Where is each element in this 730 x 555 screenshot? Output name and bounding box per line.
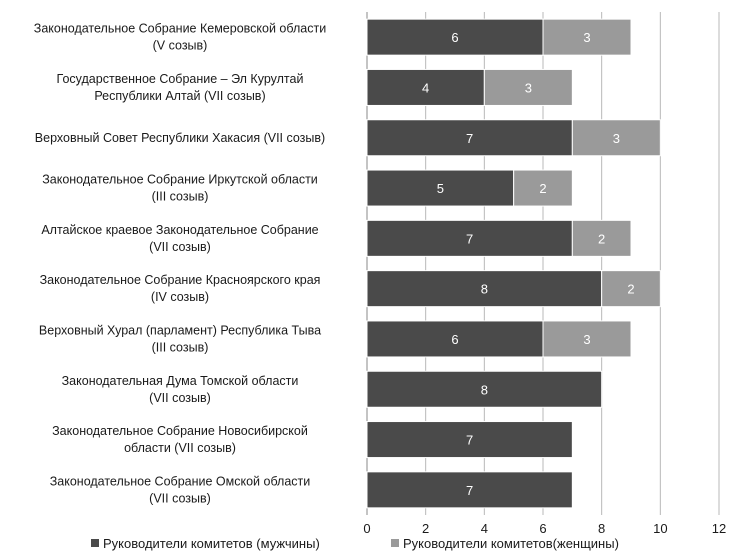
bar-segment-men: [366, 219, 573, 257]
data-label: 6: [451, 332, 458, 347]
bar-segment-men: [366, 421, 573, 459]
data-label: 8: [481, 382, 488, 397]
bar-segment-men: [366, 320, 544, 358]
x-tick-label: 8: [598, 521, 605, 536]
category-label: Законодательное Собрание Красноярского к…: [40, 273, 321, 287]
category-label: Государственное Собрание – Эл Курултай: [57, 72, 304, 86]
category-label: (V созыв): [153, 39, 208, 53]
category-label: (VII созыв): [149, 491, 211, 505]
bar-segment-women: [483, 68, 573, 106]
data-label: 3: [613, 131, 620, 146]
bar-segment-men: [366, 18, 544, 56]
x-tick-label: 12: [712, 521, 726, 536]
bars-group: 6 3 4 3 7 3 5 2 7 2 8 2 6 3 8 7 7: [366, 18, 661, 509]
category-label: (III созыв): [152, 340, 209, 354]
data-label: 5: [437, 181, 444, 196]
category-label: Верховный Совет Республики Хакасия (VII …: [35, 131, 325, 145]
bar-segment-women: [601, 270, 661, 308]
x-tick-label: 4: [481, 521, 488, 536]
category-label: Законодательная Дума Томской области: [62, 374, 299, 388]
category-label: (III созыв): [152, 190, 209, 204]
data-label: 3: [583, 332, 590, 347]
category-label: (VII созыв): [149, 240, 211, 254]
bar-segment-women: [571, 219, 632, 257]
bar-segment-men: [366, 119, 573, 157]
data-label: 4: [422, 80, 429, 95]
category-label: Алтайское краевое Законодательное Собран…: [41, 223, 318, 237]
data-label: 8: [481, 282, 488, 297]
legend: Руководители комитетов (мужчины) Руководи…: [91, 536, 619, 551]
category-label: (IV созыв): [151, 290, 209, 304]
x-tick-label: 2: [422, 521, 429, 536]
legend-swatch: [391, 539, 399, 547]
category-label: области (VII созыв): [124, 441, 236, 455]
bar-segment-women: [513, 169, 573, 207]
x-tick-label: 6: [539, 521, 546, 536]
bar-segment-women: [542, 18, 632, 56]
data-label: 2: [598, 231, 605, 246]
bar-segment-men: [366, 68, 485, 106]
legend-label: Руководители комитетов (мужчины): [103, 536, 320, 551]
bar-segment-women: [571, 119, 661, 157]
category-label: Республики Алтай (VII созыв): [94, 89, 265, 103]
bar-segment-men: [366, 471, 573, 509]
x-tick-label: 0: [363, 521, 370, 536]
category-labels: Законодательное Собрание Кемеровской обл…: [34, 22, 326, 506]
data-label: 3: [583, 30, 590, 45]
bar-segment-men: [366, 370, 603, 408]
category-label: Законодательное Собрание Кемеровской обл…: [34, 22, 326, 36]
bar-segment-women: [542, 320, 632, 358]
data-label: 6: [451, 30, 458, 45]
category-label: Законодательное Собрание Омской области: [50, 474, 311, 488]
data-label: 2: [539, 181, 546, 196]
data-label: 7: [466, 433, 473, 448]
category-label: Законодательное Собрание Новосибирской: [52, 424, 308, 438]
category-label: Верховный Хурал (парламент) Республика Т…: [39, 323, 321, 337]
legend-swatch: [91, 539, 99, 547]
category-label: Законодательное Собрание Иркутской облас…: [42, 173, 318, 187]
data-label: 7: [466, 483, 473, 498]
x-axis-ticks: 0 2 4 6 8 10 12: [363, 521, 726, 536]
category-label: (VII созыв): [149, 391, 211, 405]
x-tick-label: 10: [653, 521, 667, 536]
legend-label: Руководители комитетов(женщины): [403, 536, 619, 551]
bar-segment-men: [366, 270, 603, 308]
data-label: 2: [627, 282, 634, 297]
data-label: 7: [466, 131, 473, 146]
data-label: 3: [525, 80, 532, 95]
data-label: 7: [466, 231, 473, 246]
